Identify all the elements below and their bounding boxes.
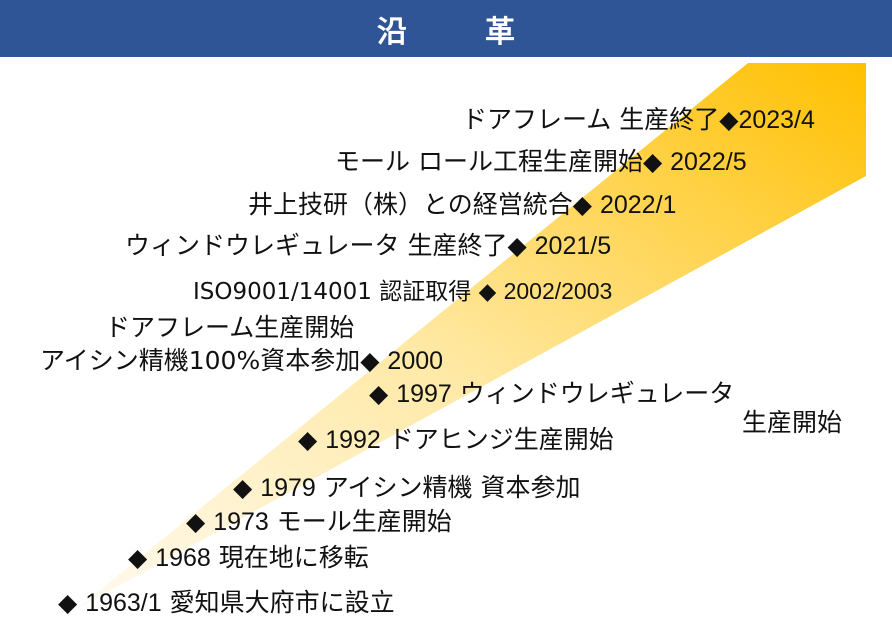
diamond-marker-icon: ◆	[572, 190, 592, 219]
diamond-marker-icon: ◆	[58, 588, 78, 617]
diamond-marker-icon: ◆	[507, 231, 527, 260]
timeline-left-text: ドアフレーム生産開始	[105, 313, 355, 342]
timeline-date: 2022/5	[670, 148, 747, 176]
timeline-left-text: ドアフレーム 生産終了	[462, 105, 720, 134]
timeline-event: 愛知県大府市に設立	[169, 588, 395, 617]
timeline-date: 2021/5	[534, 232, 612, 260]
diamond-marker-icon: ◆	[642, 147, 663, 176]
diamond-marker-icon: ◆	[186, 507, 206, 536]
diamond-marker-icon: ◆	[719, 105, 739, 134]
timeline-item-2023-4: ドアフレーム 生産終了◆2023/4	[462, 107, 815, 133]
timeline-date: 1963/1	[85, 589, 162, 617]
timeline-item-2022-5: モール ロール工程生産開始◆ 2022/5	[335, 149, 747, 175]
timeline-item-1973: ◆ 1973 モール生産開始	[186, 509, 452, 535]
timeline-left-text: モール ロール工程生産開始	[335, 147, 643, 176]
timeline-left-text: アイシン精機100%資本参加	[40, 346, 361, 375]
diamond-marker-icon: ◆	[298, 425, 318, 454]
timeline-date: 1992	[325, 426, 381, 454]
wedge-shape	[78, 63, 866, 608]
timeline-event: ドアヒンジ生産開始	[388, 425, 614, 454]
timeline-date: 1973	[213, 508, 269, 536]
diamond-marker-icon: ◆	[128, 543, 148, 572]
timeline-date: 2002/2003	[503, 278, 613, 304]
timeline-item-1997: ◆ 1997 ウィンドウレギュレータ	[369, 381, 734, 407]
timeline-date: 2023/4	[738, 106, 815, 134]
timeline-event: 現在地に移転	[218, 543, 369, 572]
timeline-item-1963: ◆ 1963/1 愛知県大府市に設立	[58, 590, 395, 616]
timeline-date: 1997	[396, 380, 452, 408]
timeline-date: 2022/1	[599, 191, 677, 219]
timeline-item-2000: アイシン精機100%資本参加◆ 2000	[40, 348, 443, 374]
diamond-marker-icon: ◆	[369, 379, 389, 408]
timeline-item-2021-5: ウィンドウレギュレータ 生産終了◆ 2021/5	[125, 233, 611, 259]
timeline-item-1979: ◆ 1979 アイシン精機 資本参加	[233, 475, 580, 501]
timeline-item-1968: ◆ 1968 現在地に移転	[128, 545, 369, 571]
diamond-marker-icon: ◆	[360, 346, 380, 375]
diamond-marker-icon: ◆	[478, 279, 497, 305]
timeline-item-1992: ◆ 1992 ドアヒンジ生産開始	[298, 427, 614, 453]
timeline-left-text: ISO9001/14001 認証取得	[193, 279, 472, 305]
timeline-event: ウィンドウレギュレータ	[459, 379, 735, 408]
timeline-left-text: 井上技研（株）との経営統合	[248, 190, 573, 219]
page-title: 沿 革	[0, 0, 892, 57]
timeline-date: 1968	[155, 544, 211, 572]
timeline-date: 2000	[387, 347, 444, 375]
timeline-event: モール生産開始	[276, 507, 452, 536]
diamond-marker-icon: ◆	[233, 473, 253, 502]
timeline-item-2002: ISO9001/14001 認証取得 ◆ 2002/2003	[193, 280, 612, 304]
timeline-item-2022-1: 井上技研（株）との経営統合◆ 2022/1	[248, 192, 676, 218]
timeline-left-text: ウィンドウレギュレータ 生産終了	[125, 231, 508, 260]
timeline-event-continuation: 生産開始	[742, 408, 843, 437]
timeline-date: 1979	[260, 474, 316, 502]
timeline-event: アイシン精機 資本参加	[323, 473, 581, 502]
